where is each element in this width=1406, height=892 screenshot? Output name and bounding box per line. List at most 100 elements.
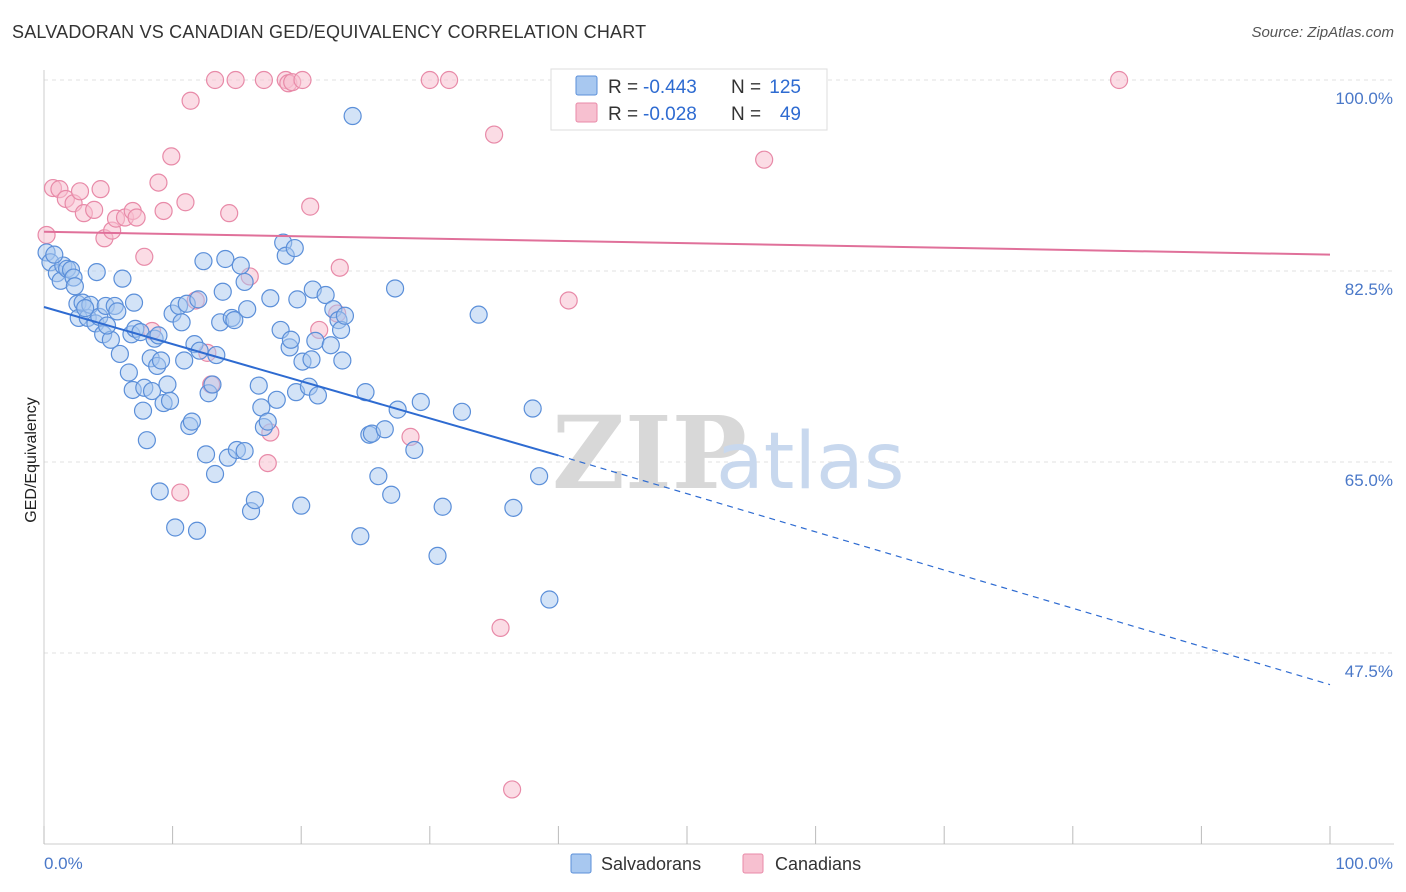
x-tick-label-max: 100.0% (1335, 854, 1393, 873)
salvadoran-point-122 (76, 299, 95, 318)
salvadoran-point-111 (405, 440, 424, 460)
canadian-point-48 (755, 150, 774, 169)
legend-n-value-salvadorans: 125 (769, 77, 801, 98)
salvadoran-point-87 (292, 496, 311, 515)
salvadoran-point-84 (285, 238, 304, 258)
salvadoran-point-102 (351, 527, 370, 546)
bottom-legend-swatch-salvadorans (570, 853, 592, 874)
canadian-point-49 (1109, 70, 1129, 90)
bottom-legend-swatch-canadians (742, 853, 764, 874)
salvadoran-point-94 (316, 285, 335, 305)
salvadoran-point-62 (216, 249, 235, 269)
canadian-point-27 (220, 204, 239, 223)
salvadoran-points (37, 106, 559, 609)
salvadoran-point-114 (433, 497, 452, 516)
salvadoran-point-38 (150, 482, 169, 501)
salvadoran-point-76 (258, 412, 277, 431)
legend-r-value-salvadorans: -0.443 (643, 77, 697, 98)
salvadoran-point-118 (523, 399, 542, 418)
canadian-point-17 (149, 173, 168, 192)
canadian-point-31 (258, 453, 277, 473)
canadian-trend-solid (43, 230, 1331, 256)
salvadoran-point-100 (335, 306, 355, 325)
series-legend: Salvadorans Canadians (570, 853, 861, 874)
salvadoran-point-106 (369, 467, 388, 486)
salvadoran-point-109 (385, 279, 405, 298)
salvadoran-point-57 (203, 375, 222, 394)
canadian-point-5 (70, 182, 90, 201)
watermark: ZIP atlas (552, 394, 905, 512)
y-tick-label-2: 65.0% (1345, 471, 1393, 490)
salvadoran-point-119 (530, 467, 549, 486)
salvadoran-point-78 (267, 390, 286, 409)
canadian-point-26 (205, 70, 225, 90)
legend-swatch-salvadorans (575, 75, 598, 96)
canadian-point-40 (330, 258, 349, 277)
salvadoran-point-95 (321, 336, 340, 355)
salvadoran-point-107 (375, 420, 394, 439)
legend-n-value-canadians: 49 (780, 104, 801, 125)
salvadoran-point-44 (166, 518, 185, 537)
watermark-atlas: atlas (716, 417, 905, 507)
salvadoran-point-77 (261, 289, 280, 308)
salvadoran-point-69 (235, 272, 254, 292)
gridlines (44, 79, 1394, 654)
salvadoran-trend-dashed (558, 454, 1331, 686)
canadian-point-18 (154, 201, 173, 221)
salvadoran-point-93 (308, 386, 328, 405)
canadian-point-21 (176, 193, 195, 212)
salvadoran-point-86 (288, 290, 307, 309)
salvadoran-point-108 (382, 485, 401, 504)
salvadoran-point-47 (175, 351, 194, 370)
canadian-point-45 (491, 618, 510, 637)
canadian-point-42 (420, 70, 439, 90)
salvadoran-point-28 (124, 293, 144, 312)
salvadoran-point-116 (469, 305, 488, 324)
legend-n-label-canadians: N = (731, 104, 761, 125)
salvadoran-point-30 (133, 401, 153, 420)
legend-r-label-canadians: R = (608, 104, 638, 125)
canadian-point-19 (162, 147, 181, 166)
y-tick-label-0: 100.0% (1335, 89, 1393, 108)
canadian-point-43 (439, 70, 459, 90)
canadian-points (37, 70, 1129, 799)
axes (43, 70, 1394, 845)
salvadoran-point-113 (428, 546, 447, 565)
legend-r-label-salvadorans: R = (608, 77, 638, 98)
salvadoran-point-46 (172, 313, 191, 332)
salvadoran-point-58 (205, 464, 225, 484)
bottom-legend-label-salvadorans: Salvadorans (601, 854, 701, 874)
salvadoran-point-117 (504, 498, 523, 517)
salvadoran-point-53 (190, 341, 209, 360)
y-tick-label-1: 82.5% (1345, 280, 1393, 299)
salvadoran-point-83 (281, 330, 301, 349)
salvadoran-point-55 (196, 445, 216, 464)
canadian-point-46 (503, 780, 522, 799)
salvadoran-point-21 (108, 302, 127, 321)
salvadoran-point-121 (45, 245, 64, 264)
salvadoran-point-124 (189, 290, 208, 309)
canadian-point-30 (254, 70, 274, 90)
canadian-point-7 (85, 200, 104, 219)
salvadoran-point-68 (235, 441, 254, 461)
salvadoran-point-99 (333, 351, 352, 370)
salvadoran-point-52 (187, 521, 207, 540)
salvadoran-point-23 (113, 269, 132, 288)
y-tick-label-3: 47.5% (1345, 662, 1393, 681)
salvadoran-point-41 (158, 375, 177, 394)
salvadoran-point-50 (182, 412, 201, 431)
canadian-point-22 (181, 91, 200, 110)
salvadoran-trend-solid (43, 306, 559, 457)
salvadoran-point-39 (151, 351, 171, 370)
salvadoran-point-101 (343, 106, 362, 126)
canadian-point-14 (127, 208, 146, 227)
salvadoran-point-72 (245, 491, 265, 510)
watermark-zip: ZIP (552, 394, 747, 512)
stats-legend: R = -0.443 N = 125 R = -0.028 N = 49 (550, 68, 828, 131)
salvadoran-point-42 (160, 391, 180, 410)
salvadoran-point-61 (213, 282, 232, 301)
salvadoran-point-22 (110, 344, 129, 364)
salvadoran-point-24 (119, 363, 138, 382)
salvadoran-point-8 (65, 277, 84, 296)
